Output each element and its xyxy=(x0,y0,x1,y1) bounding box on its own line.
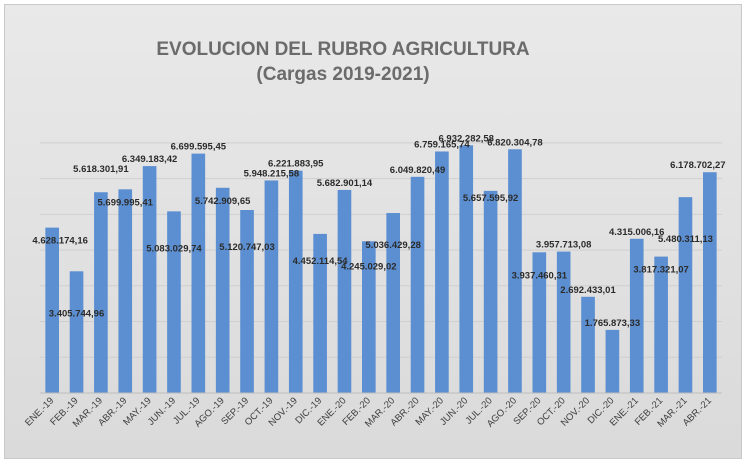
bar xyxy=(215,187,230,393)
data-label: 6.759.165,74 xyxy=(414,139,470,150)
data-label: 5.480.311,13 xyxy=(658,234,713,245)
bar xyxy=(532,252,547,393)
data-label: 6.049.820,49 xyxy=(390,165,445,176)
data-label: 4.315.006,16 xyxy=(609,227,664,238)
bar xyxy=(191,153,206,393)
bar xyxy=(581,296,595,393)
bar xyxy=(703,172,717,393)
bar xyxy=(118,189,133,393)
bar xyxy=(69,271,84,393)
data-label: 3.817.321,07 xyxy=(633,265,688,276)
data-label: 4.245.029,02 xyxy=(341,261,396,272)
bar xyxy=(362,241,376,393)
data-label: 3.405.744,96 xyxy=(49,308,104,319)
data-label: 4.452.114,54 xyxy=(293,256,349,267)
bar xyxy=(45,227,59,393)
chart-title: EVOLUCION DEL RUBRO AGRICULTURA xyxy=(156,39,530,60)
data-label: 5.120.747,03 xyxy=(219,242,274,253)
bar xyxy=(142,166,157,393)
data-label: 5.036.429,28 xyxy=(365,240,420,251)
bar xyxy=(678,197,693,393)
bar xyxy=(167,211,181,393)
bar xyxy=(435,151,449,393)
data-label: 6.932.282,58 xyxy=(439,133,494,144)
data-label: 2.692.433,01 xyxy=(560,285,616,296)
data-label: 5.618.301,91 xyxy=(73,164,129,175)
bar xyxy=(240,210,254,393)
data-labels: 4.628.174,16 3.405.744,96 5.618.301,91 5.69… xyxy=(32,133,725,329)
bars xyxy=(45,145,717,393)
data-label: 4.628.174,16 xyxy=(32,236,87,247)
bar xyxy=(386,213,400,393)
data-label: 5.742.909,65 xyxy=(195,196,251,207)
bar xyxy=(94,192,108,393)
chart-subtitle: (Cargas 2019-2021) xyxy=(256,64,429,85)
bar xyxy=(556,251,571,393)
bar xyxy=(410,176,425,393)
data-label: 3.937.460,31 xyxy=(512,270,568,281)
x-axis-ticks: ENE.-19FEB.-19MAR.-19ABR.-19MAY.-19JUN.-… xyxy=(23,395,714,429)
bar xyxy=(508,149,522,393)
bar xyxy=(288,170,303,393)
data-label: 3.957.713,08 xyxy=(536,240,591,251)
data-label: 1.765.873,33 xyxy=(585,318,640,329)
bar xyxy=(459,145,474,393)
data-label: 5.657.595,92 xyxy=(463,193,518,204)
bar xyxy=(483,190,498,393)
data-label: 5.083.029,74 xyxy=(146,243,202,254)
data-label: 5.948.215,58 xyxy=(244,168,299,179)
data-label: 5.682.901,14 xyxy=(317,178,373,189)
data-label: 6.221.883,95 xyxy=(268,159,324,170)
data-label: 6.699.595,45 xyxy=(171,142,227,153)
data-label: 6.349.183,42 xyxy=(122,154,177,165)
bar xyxy=(605,329,620,393)
bar xyxy=(629,238,644,393)
data-label: 6.178.702,27 xyxy=(670,160,725,171)
bar xyxy=(313,233,327,393)
bar xyxy=(264,180,279,393)
data-label: 5.699.995,41 xyxy=(98,197,154,208)
data-label: 6.820.304,78 xyxy=(487,137,542,148)
bar xyxy=(337,189,352,393)
bar xyxy=(654,256,668,393)
